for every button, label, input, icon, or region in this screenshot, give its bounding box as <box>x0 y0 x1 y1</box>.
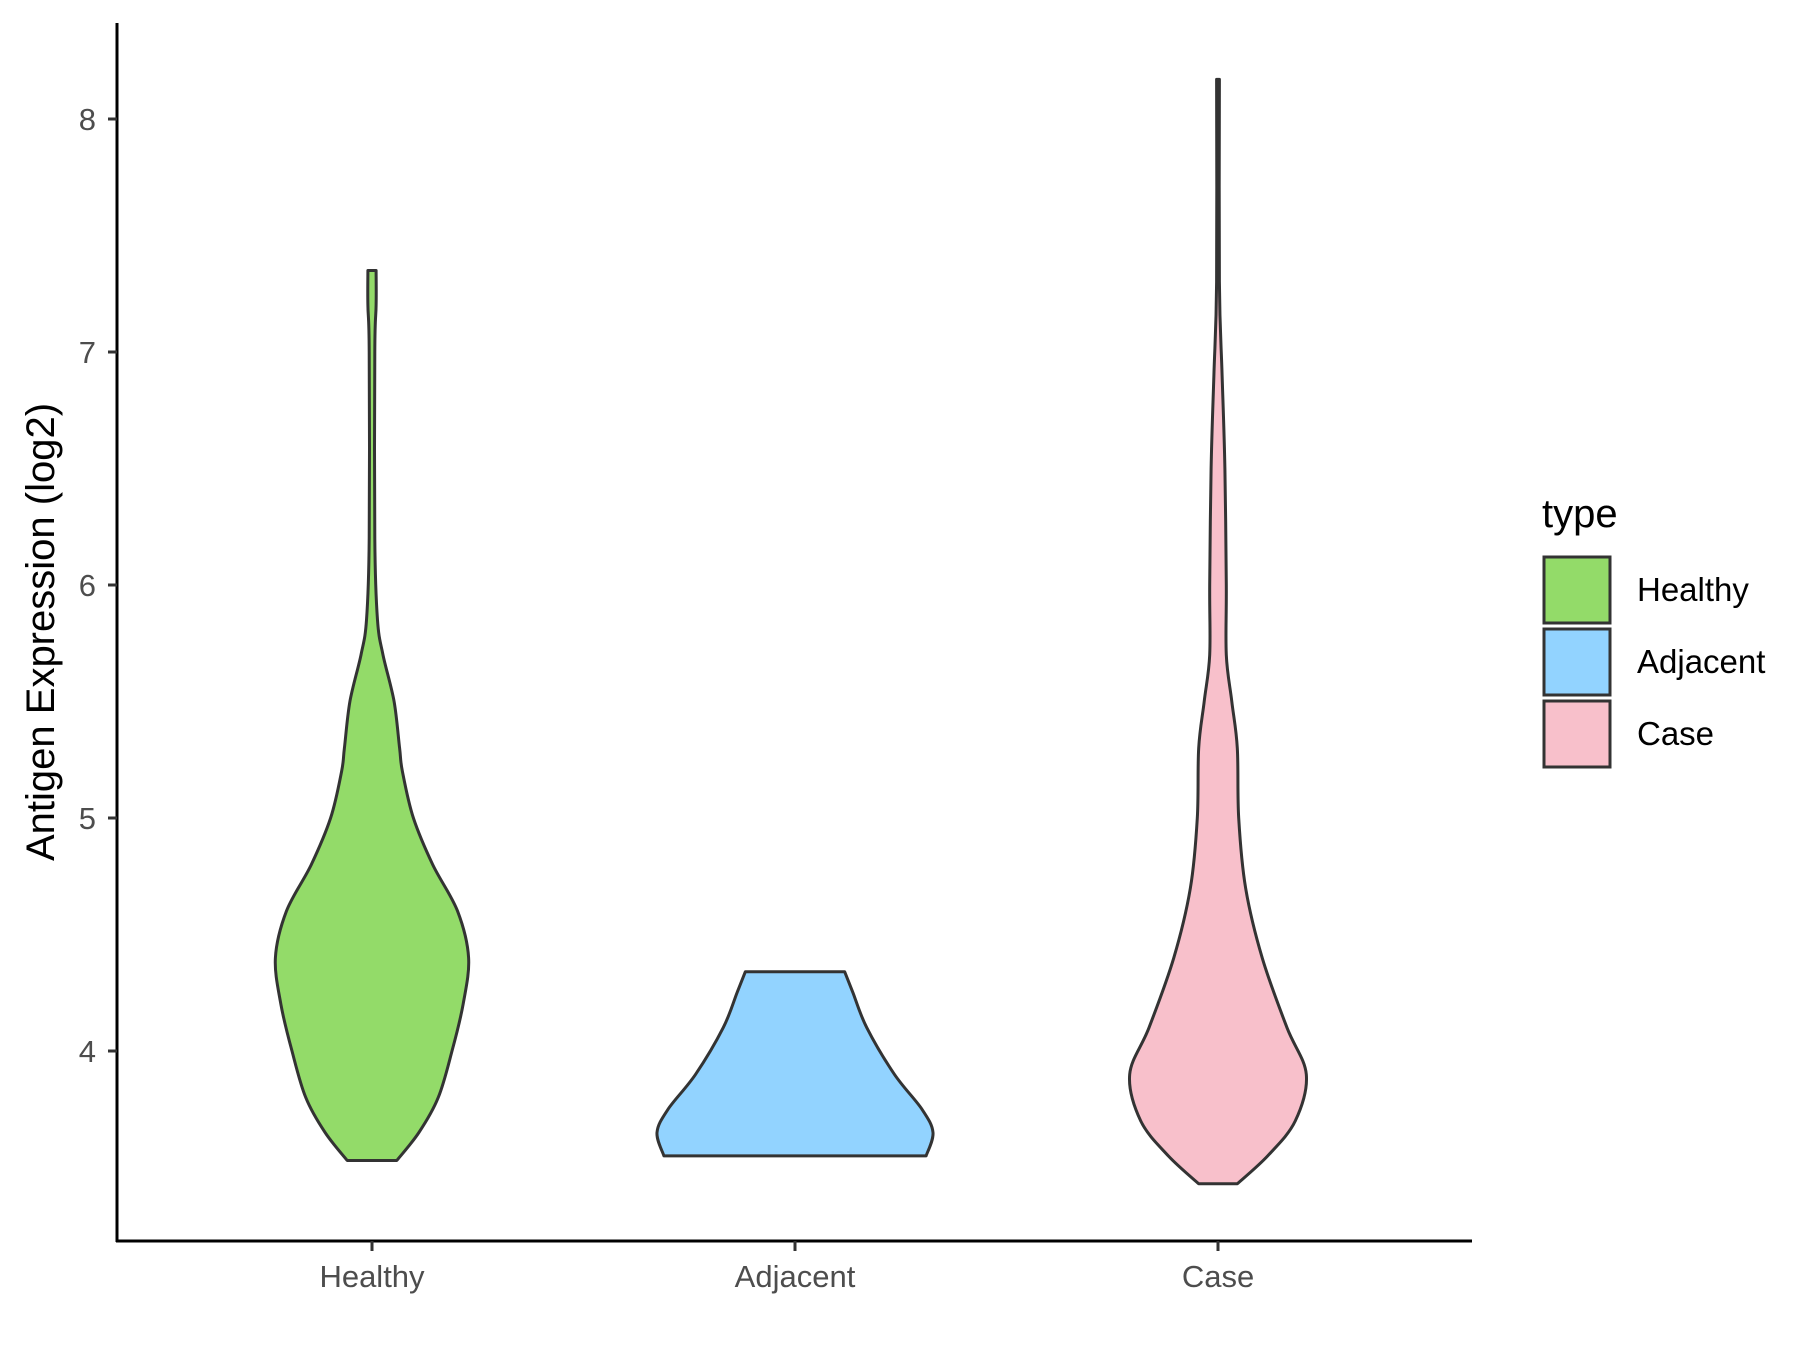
x-axis-ticks: Healthy Adjacent Case <box>319 1241 1254 1294</box>
x-tick-label: Healthy <box>319 1259 425 1294</box>
legend: type Healthy Adjacent Case <box>1542 492 1765 769</box>
y-axis-ticks: 4 5 6 7 8 <box>79 102 117 1069</box>
violin-healthy <box>273 269 471 1162</box>
violin-case <box>1128 77 1308 1186</box>
legend-swatch-adjacent <box>1542 627 1612 697</box>
y-tick-label: 5 <box>79 801 96 836</box>
legend-title: type <box>1542 492 1618 536</box>
x-tick-label: Adjacent <box>735 1259 856 1294</box>
violin-layer <box>273 77 1308 1186</box>
legend-label-healthy: Healthy <box>1637 571 1749 608</box>
x-tick-label: Case <box>1182 1259 1254 1294</box>
legend-label-adjacent: Adjacent <box>1637 643 1765 680</box>
y-axis-title: Antigen Expression (log2) <box>19 403 63 861</box>
legend-swatch-healthy <box>1542 555 1612 625</box>
legend-label-case: Case <box>1637 715 1714 752</box>
legend-items: Healthy Adjacent Case <box>1542 555 1765 769</box>
violin-adjacent <box>655 970 935 1158</box>
y-tick-label: 7 <box>79 335 96 370</box>
legend-swatch-case <box>1542 699 1612 769</box>
y-tick-label: 8 <box>79 102 96 137</box>
y-tick-label: 6 <box>79 568 96 603</box>
y-tick-label: 4 <box>79 1034 96 1069</box>
